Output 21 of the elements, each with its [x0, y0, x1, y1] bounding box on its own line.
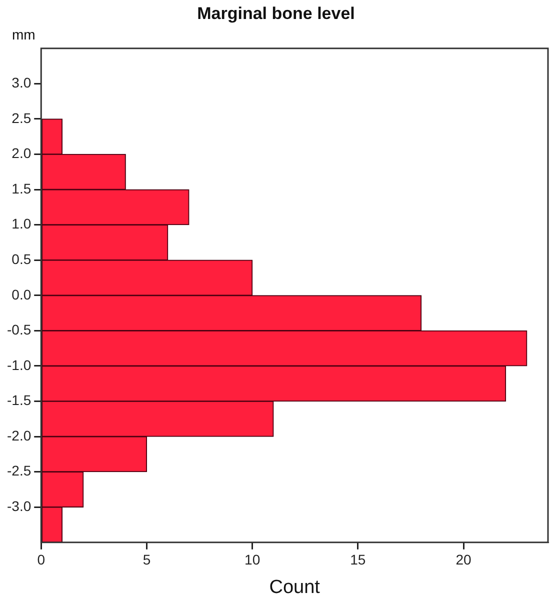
y-tick-label: 2.5	[12, 110, 32, 126]
y-tick-label: 0.5	[12, 250, 32, 267]
y-tick-label: -2.5	[7, 462, 32, 479]
x-tick-label: 5	[142, 552, 151, 568]
x-tick-label: 15	[350, 552, 366, 568]
chart-title: Marginal bone level	[197, 4, 355, 23]
y-tick-label: -1.0	[7, 356, 32, 373]
x-tick-label: 0	[37, 552, 46, 568]
y-tick-label: 0.0	[12, 286, 32, 302]
y-tick-label: -2.0	[7, 427, 32, 444]
x-tick-label: 20	[456, 552, 472, 568]
y-tick-label: -3.0	[7, 498, 32, 514]
y-axis-title: mm	[12, 26, 36, 42]
y-tick-label: 3.0	[12, 74, 32, 91]
x-tick-label: 10	[244, 552, 260, 568]
y-tick-label: -0.5	[7, 322, 32, 338]
y-tick-label: -1.5	[7, 392, 32, 408]
x-axis-title: Count	[269, 576, 321, 598]
y-tick-label: 2.0	[12, 145, 32, 162]
y-tick-label: 1.5	[12, 180, 32, 196]
y-tick-label: 1.0	[12, 216, 32, 232]
